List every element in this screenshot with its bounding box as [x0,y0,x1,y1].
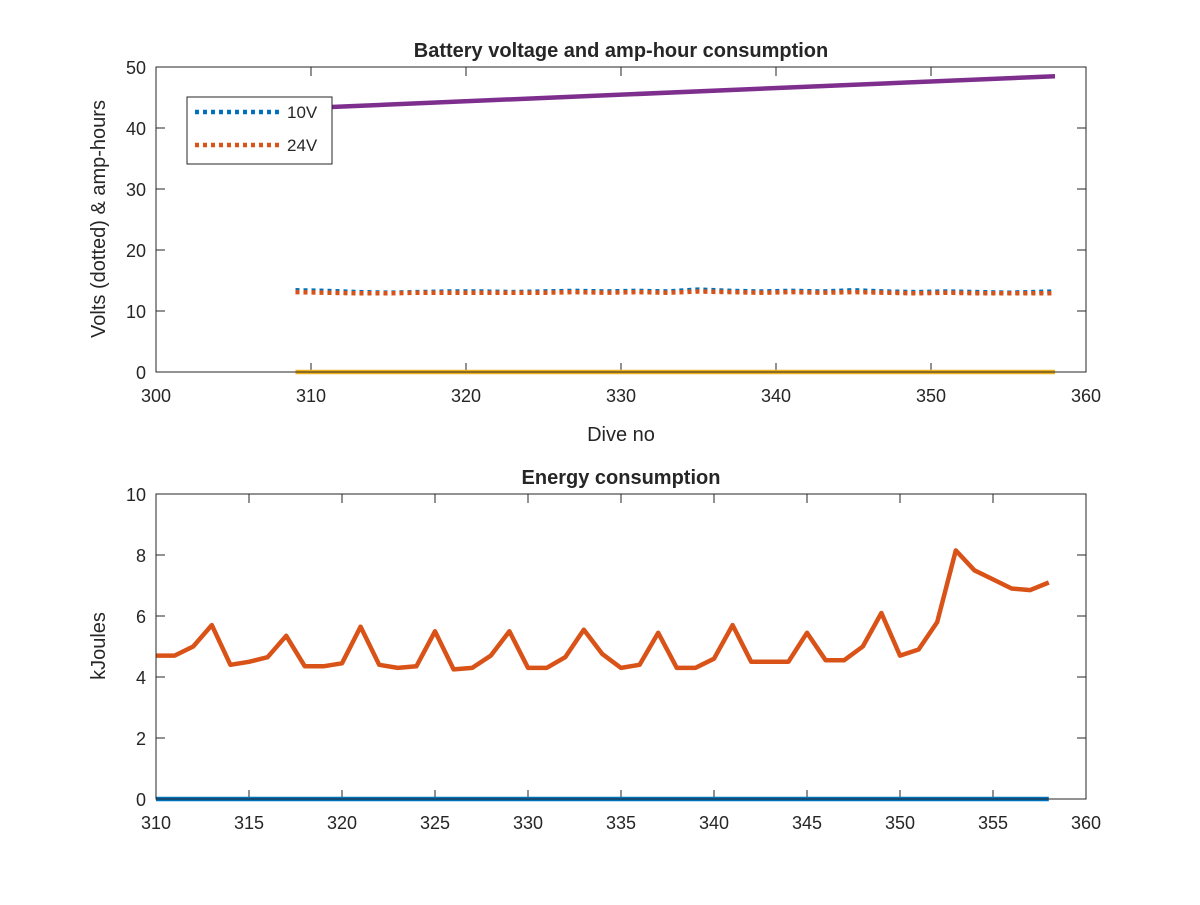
bottom-xtick-label: 335 [606,813,636,833]
bottom-xtick-label: 325 [420,813,450,833]
top-plot-xlabel: Dive no [587,424,655,446]
top-plot-frame [155,66,1087,373]
bottom-xtick-label: 320 [327,813,357,833]
top-ytick-label: 50 [126,58,146,78]
bottom-xtick-label: 310 [141,813,171,833]
bottom-series-line-1 [156,548,1050,672]
top-xtick-label: 360 [1071,386,1101,406]
top-xtick-label: 310 [296,386,326,406]
bottom-ytick-label: 6 [136,607,146,627]
energy-consumption-plot: Energy consumption kJoules 310 315 320 325 3… [88,467,1101,833]
top-ytick-label: 40 [126,119,146,139]
top-xtick-label: 330 [606,386,636,406]
bottom-ytick-label: 4 [136,668,146,688]
bottom-plot-title: Energy consumption [522,467,721,489]
top-xtick-label: 300 [141,386,171,406]
bottom-xtick-label: 340 [699,813,729,833]
top-ytick-label: 20 [126,241,146,261]
top-ytick-label: 30 [126,180,146,200]
bottom-plot-area [156,494,1086,799]
bottom-xtick-label: 360 [1071,813,1101,833]
top-plot-title: Battery voltage and amp-hour consumption [414,40,828,62]
bottom-ytick-label: 10 [126,485,146,505]
top-plot-ylabel: Volts (dotted) & amp-hours [88,100,110,338]
bottom-xtick-label: 330 [513,813,543,833]
bottom-xtick-label: 350 [885,813,915,833]
legend-label-24v: 24V [287,136,318,155]
bottom-plot-ylabel: kJoules [88,612,110,680]
bottom-xtick-label: 345 [792,813,822,833]
top-xtick-label: 350 [916,386,946,406]
top-xtick-label: 320 [451,386,481,406]
top-xtick-label: 340 [761,386,791,406]
top-ytick-label: 0 [136,363,146,383]
legend-label-10v: 10V [287,103,318,122]
bottom-ytick-label: 0 [136,790,146,810]
top-series-line-3 [295,73,1056,111]
voltage-amphour-plot: Battery voltage and amp-hour consumption… [88,40,1101,446]
bottom-plot-frame [155,493,1087,800]
top-plot-legend: 10V 24V [186,96,333,165]
bottom-ytick-label: 8 [136,546,146,566]
bottom-xtick-label: 315 [234,813,264,833]
bottom-ytick-label: 2 [136,729,146,749]
legend-box [186,96,333,165]
top-ytick-label: 10 [126,302,146,322]
bottom-xtick-label: 355 [978,813,1008,833]
